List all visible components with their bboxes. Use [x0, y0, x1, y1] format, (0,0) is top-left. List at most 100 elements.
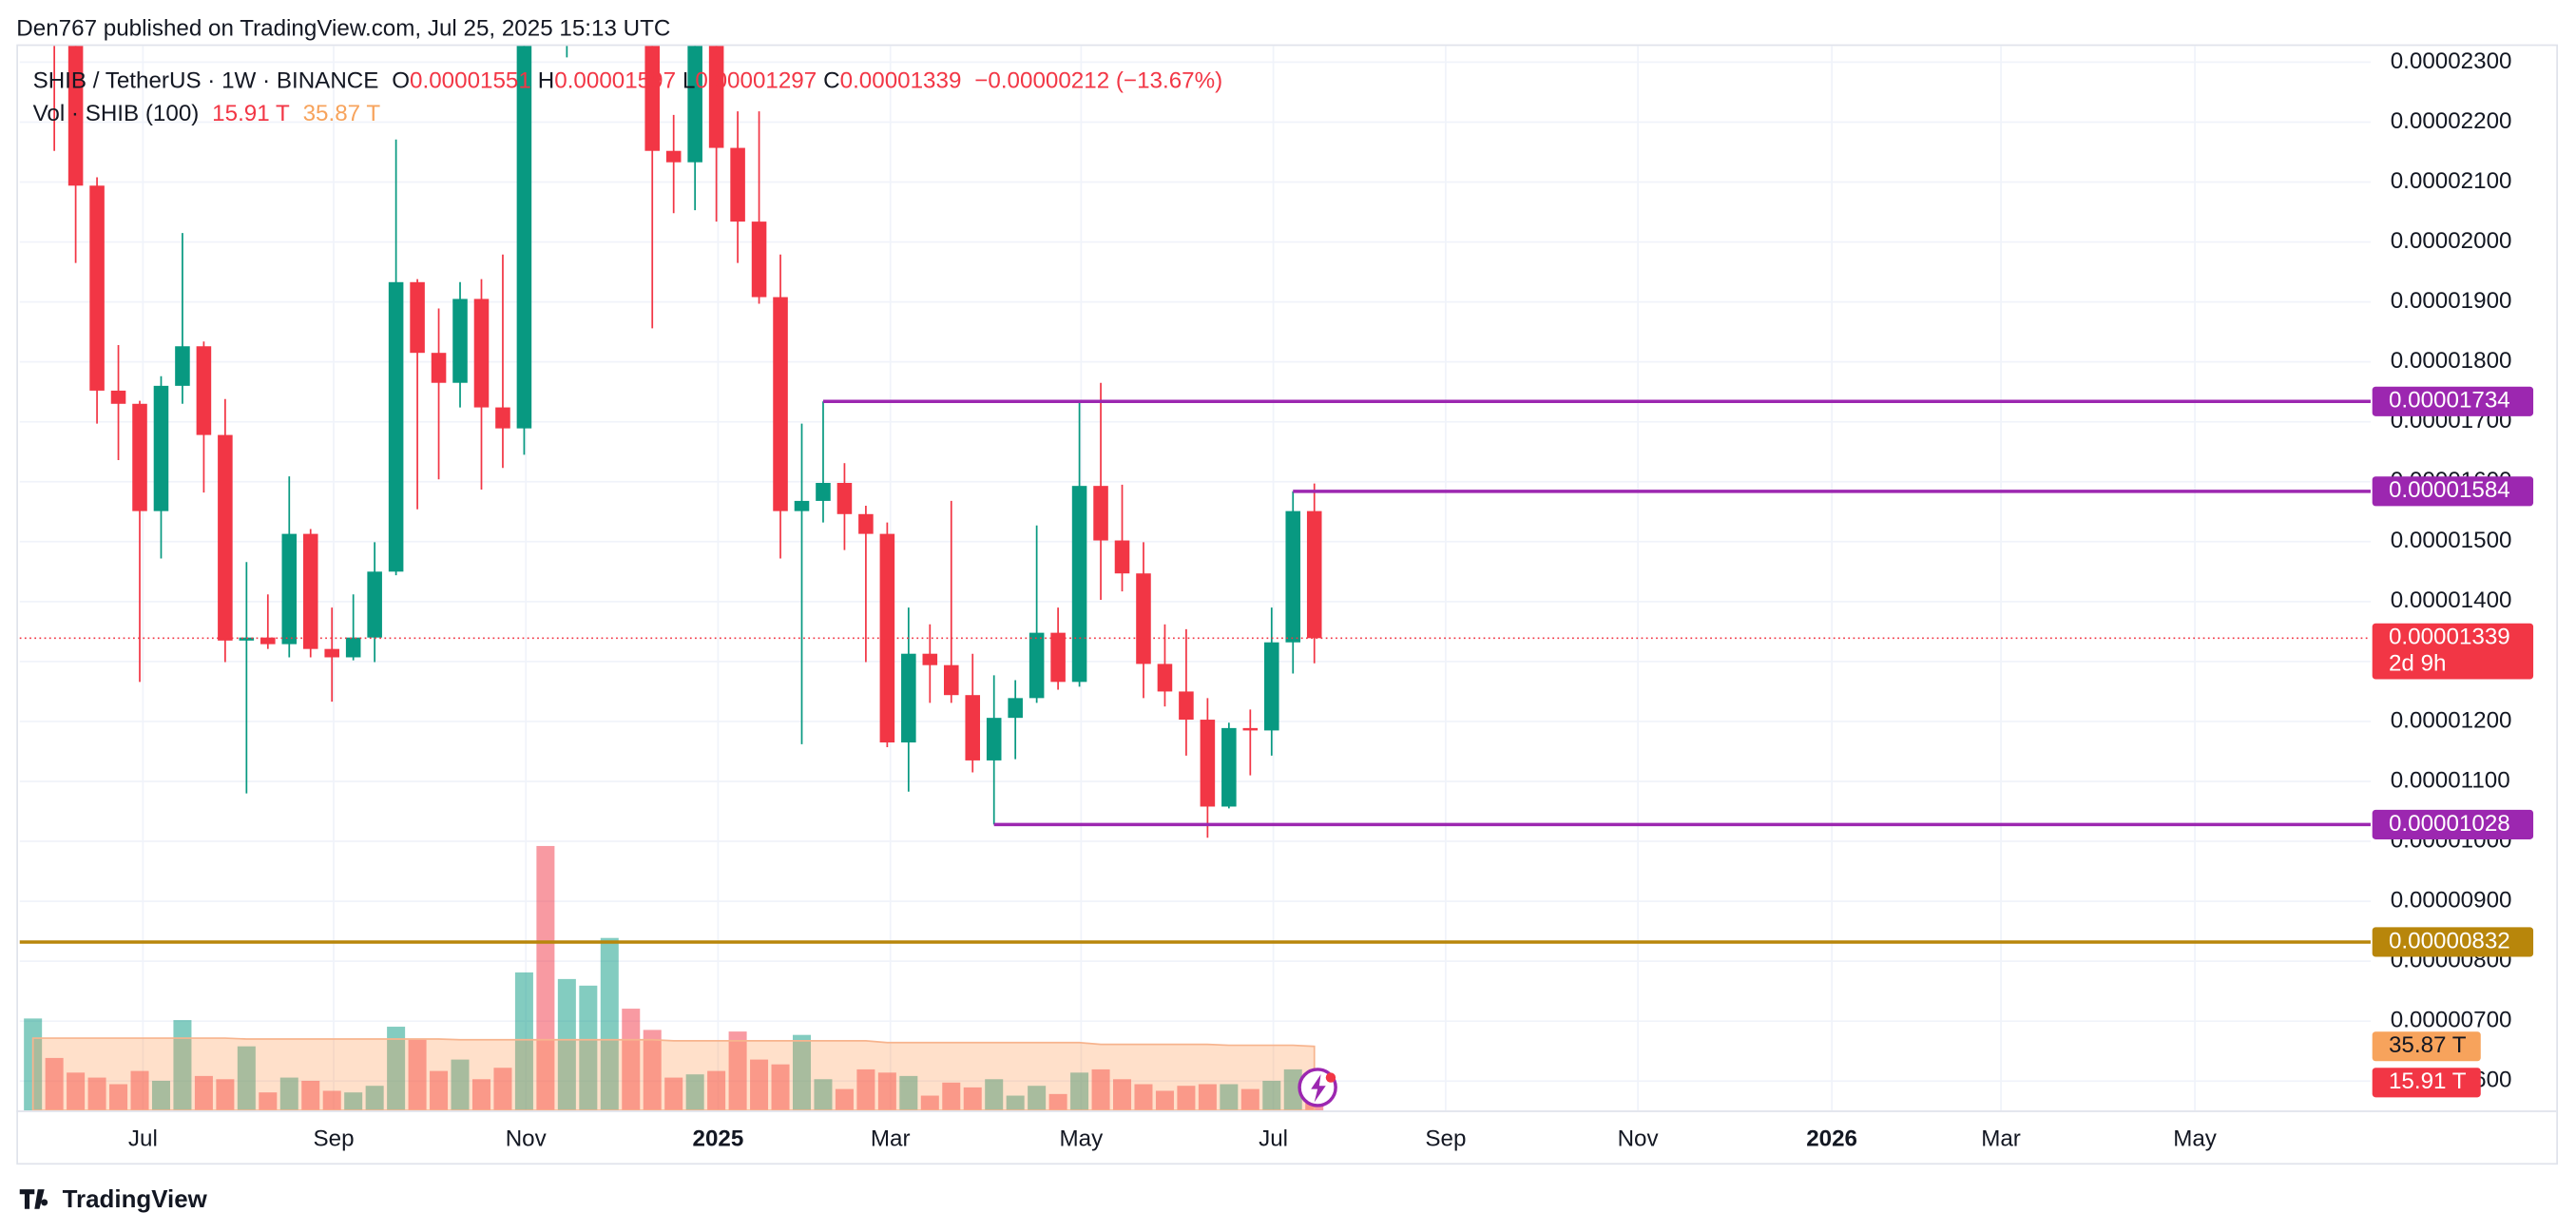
volume-bar — [237, 1046, 256, 1111]
candle-body — [1242, 727, 1259, 731]
volume-bar — [685, 1074, 704, 1111]
last-price-label: 0.00001339 — [2389, 625, 2510, 650]
y-tick-label: 0.00002100 — [2391, 168, 2512, 194]
volume-bar — [856, 1068, 875, 1111]
legend-o-key: O — [392, 68, 410, 94]
candle-body — [345, 637, 361, 658]
volume-bar — [963, 1087, 982, 1111]
volume-bar — [1006, 1095, 1025, 1111]
candle-body — [665, 150, 682, 163]
volume-bar — [771, 1064, 790, 1111]
x-tick-label: May — [2173, 1126, 2218, 1152]
volume-ma-tag: 35.87 T — [2389, 1032, 2467, 1058]
y-tick-label: 0.00001500 — [2391, 528, 2512, 553]
brand-logo — [19, 1189, 48, 1209]
volume-bar — [471, 1079, 490, 1111]
volume-bar — [67, 1072, 86, 1111]
volume-bar — [750, 1059, 769, 1111]
volume-bar — [1113, 1079, 1132, 1111]
volume-tag: 15.91 T — [2389, 1068, 2467, 1094]
level-label: 0.00001734 — [2389, 388, 2510, 414]
candle-body — [388, 281, 404, 572]
candle-body — [89, 185, 105, 391]
attribution: Den767 published on TradingView.com, Jul… — [16, 15, 670, 41]
x-tick-label: Jul — [128, 1126, 158, 1152]
candle-body — [708, 46, 724, 148]
volume-bar — [1240, 1088, 1259, 1111]
volume-bar — [1070, 1072, 1089, 1111]
x-tick-label: May — [1060, 1126, 1105, 1152]
y-tick-label: 0.00001100 — [2391, 767, 2510, 793]
volume-ma-tag-box — [2372, 1031, 2481, 1062]
volume-bar — [151, 1080, 170, 1111]
volume-bar — [1220, 1084, 1239, 1111]
volume-bar — [387, 1027, 406, 1111]
volume-bar — [1155, 1090, 1174, 1111]
volume-bar — [216, 1079, 235, 1111]
overlay: 0.00001734 0.00001584 0.00001028 0.00000832… — [19, 386, 2534, 1098]
level-label: 0.00001584 — [2389, 477, 2510, 503]
volume-bar — [1091, 1068, 1110, 1111]
candle-body — [110, 390, 126, 404]
volume-bar — [728, 1031, 747, 1111]
candle-body — [516, 46, 532, 429]
candle-body — [1050, 632, 1066, 683]
volume-bar — [557, 978, 576, 1111]
candle-body — [260, 637, 276, 645]
legend-o-value: 0.00001551 — [410, 68, 531, 94]
volume-bar — [985, 1079, 1004, 1111]
candle-body — [1200, 720, 1216, 807]
volume-bar — [344, 1092, 363, 1111]
candle-body — [495, 407, 510, 429]
volume-bar — [835, 1088, 854, 1111]
volume-bar — [259, 1092, 278, 1111]
volume-bar — [899, 1075, 918, 1111]
volume-bar — [942, 1082, 961, 1111]
volume-bar — [536, 845, 555, 1111]
volume-bar — [920, 1095, 939, 1111]
legend-c-key: C — [823, 68, 839, 94]
volume-bar — [451, 1059, 470, 1111]
candle-body — [153, 385, 169, 511]
volume-bar — [45, 1057, 64, 1111]
legend-h-value: 0.00001597 — [554, 68, 676, 94]
candle-body — [132, 403, 147, 511]
y-tick-label: 0.00002300 — [2391, 48, 2512, 74]
x-tick-label: Sep — [313, 1126, 354, 1152]
volume-bar — [279, 1077, 298, 1111]
volume-bar — [365, 1086, 384, 1111]
candle-body — [1008, 698, 1023, 719]
volume-bar — [173, 1020, 192, 1111]
legend-c-value: 0.00001339 — [840, 68, 962, 94]
volume-bar — [1134, 1084, 1153, 1111]
candle-body — [794, 500, 810, 511]
candle-body — [751, 221, 767, 298]
y-tick-label: 0.00000700 — [2391, 1008, 2512, 1033]
level-label-box — [2372, 386, 2534, 416]
candle-body — [730, 147, 745, 222]
x-tick-label: Sep — [1425, 1126, 1466, 1152]
x-tick-label: 2025 — [693, 1126, 744, 1152]
replay-icon-dot — [1325, 1072, 1336, 1083]
volume-bar — [664, 1077, 683, 1111]
x-tick-label: Mar — [871, 1126, 911, 1152]
level-label-box — [2372, 809, 2534, 839]
level-label-box — [2372, 476, 2534, 507]
candle-body — [1028, 632, 1045, 699]
volume-bar — [707, 1070, 726, 1111]
candle-body — [1114, 540, 1130, 574]
volume-tag-box — [2372, 1068, 2481, 1098]
candle-body — [986, 718, 1002, 760]
level-label: 0.00001028 — [2389, 811, 2510, 837]
brand-name: TradingView — [63, 1186, 208, 1213]
x-tick-label: Jul — [1259, 1126, 1288, 1152]
legend-change: −0.00000212 (−13.67%) — [974, 68, 1222, 94]
candle-body — [410, 281, 425, 354]
volume-bar — [493, 1068, 512, 1111]
volume-bar — [622, 1009, 641, 1111]
candle-body — [1221, 727, 1237, 807]
y-tick-label: 0.00001200 — [2391, 707, 2512, 733]
candle-body — [773, 297, 788, 511]
volume-bar — [579, 985, 598, 1111]
